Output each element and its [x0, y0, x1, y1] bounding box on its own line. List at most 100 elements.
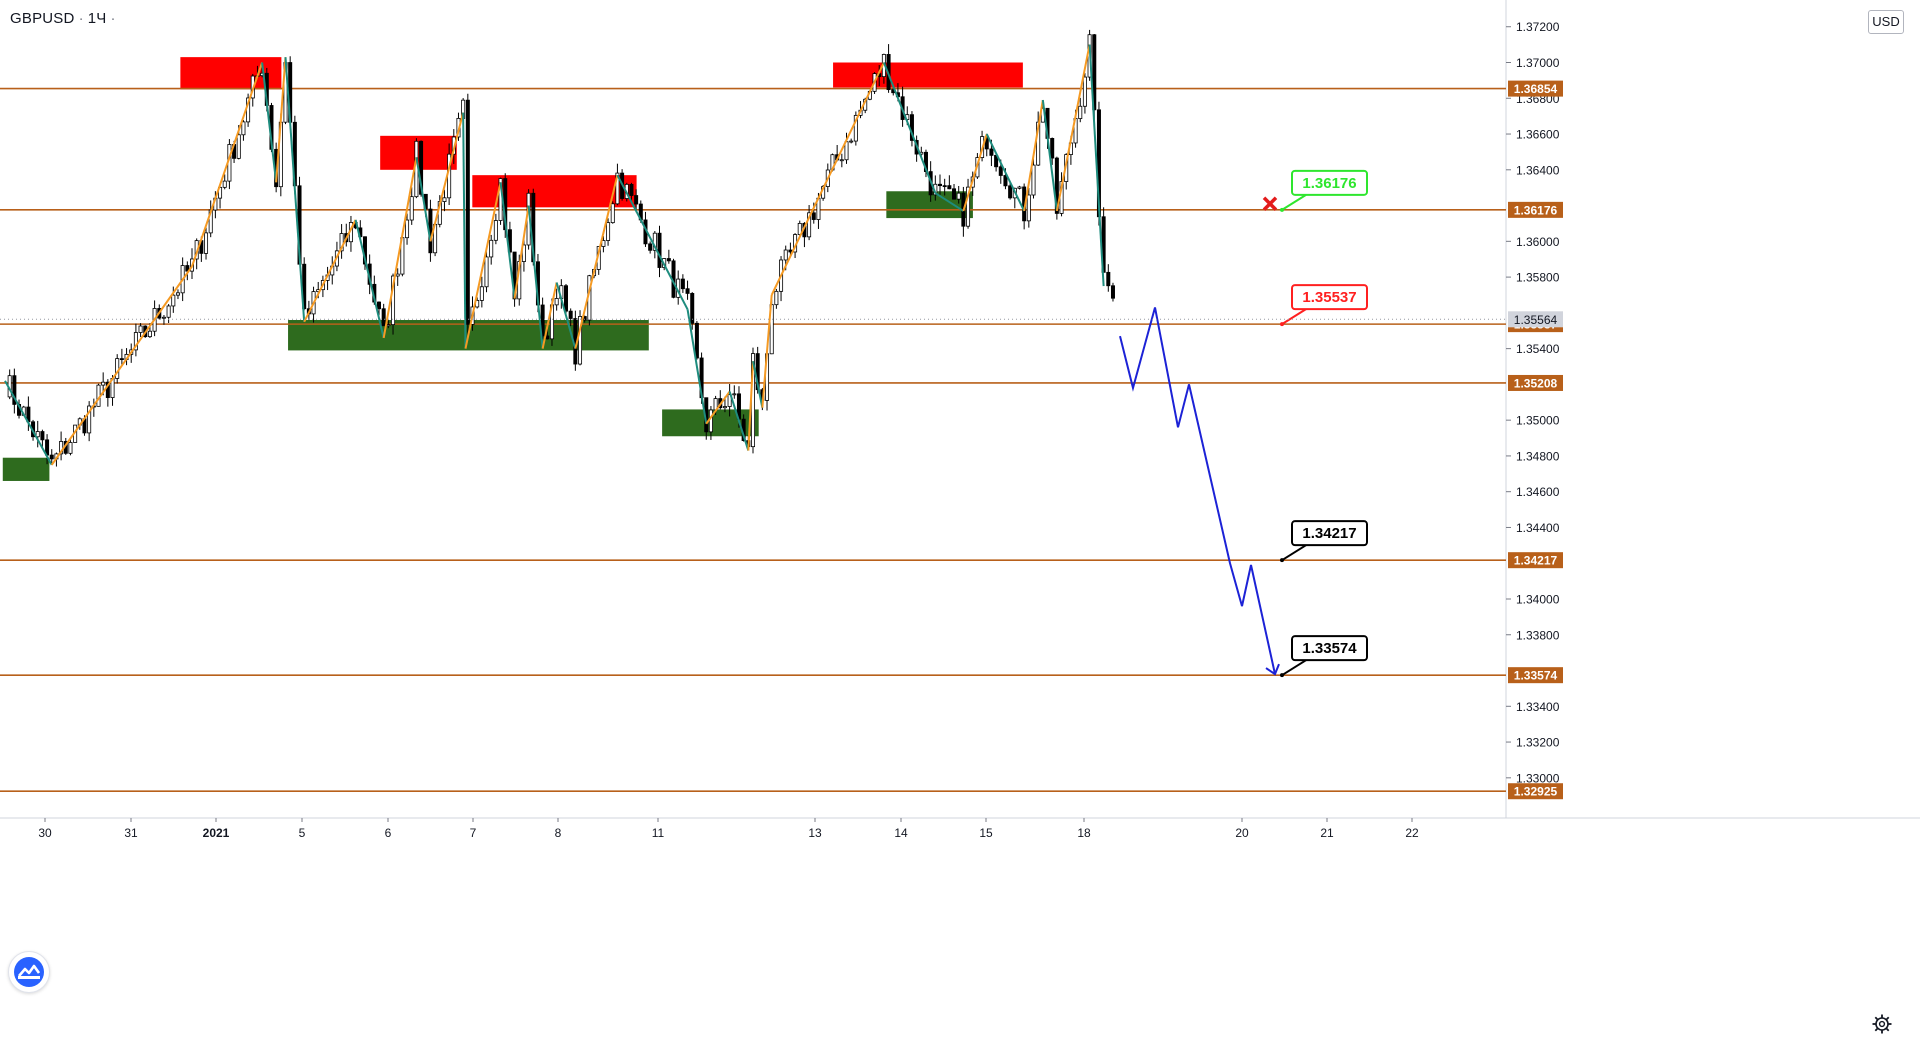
time-tick-label: 20	[1235, 826, 1249, 840]
candle	[386, 324, 391, 327]
zigzag-segment	[747, 361, 754, 451]
zigzag-segment	[50, 265, 193, 466]
candle	[606, 222, 611, 241]
zigzag-segment	[303, 219, 357, 323]
zigzag-segment	[882, 62, 937, 194]
candle	[680, 278, 685, 290]
candle	[783, 249, 788, 261]
zigzag-segment	[462, 112, 467, 349]
time-tick-label: 6	[385, 826, 392, 840]
candle	[241, 121, 246, 136]
zigzag-segment	[555, 282, 577, 349]
zigzag-segment	[354, 219, 385, 339]
header-dot: ·	[78, 10, 84, 27]
price-tick-label: 1.35800	[1516, 271, 1560, 285]
candle	[722, 406, 727, 409]
callout-label: 1.33574	[1302, 640, 1357, 657]
zigzag-segment	[382, 157, 418, 339]
callout-pointer	[1281, 544, 1307, 562]
candle	[956, 192, 961, 200]
projection-path	[1119, 307, 1276, 675]
candle	[666, 258, 671, 262]
price-tick-label: 1.33400	[1516, 700, 1560, 714]
zigzag-segment	[686, 309, 708, 424]
candle	[685, 288, 690, 294]
candle	[512, 251, 517, 300]
symbol-header[interactable]: GBPUSD · 1Ч ·	[10, 10, 120, 27]
candle	[381, 308, 386, 327]
level-badge-label: 1.35208	[1514, 376, 1558, 390]
price-callout: 1.36176	[1280, 169, 1368, 212]
candle	[1050, 138, 1055, 159]
candle	[409, 196, 414, 221]
red-x-icon	[1262, 196, 1278, 212]
last-price-badge	[1508, 311, 1563, 328]
zigzag-segment	[728, 391, 750, 451]
time-tick-label: 8	[555, 826, 562, 840]
candle	[1008, 185, 1013, 199]
candle	[40, 431, 45, 441]
candle	[564, 285, 569, 312]
candle	[68, 442, 73, 454]
price-tick-label: 1.34000	[1516, 592, 1560, 606]
zigzag-segment	[752, 360, 764, 408]
candle	[1078, 105, 1083, 119]
candle	[578, 316, 583, 365]
price-axis: 1.372001.370001.368001.366001.364001.360…	[1506, 20, 1563, 800]
callout-box	[1291, 635, 1368, 662]
candle	[175, 292, 180, 296]
callout-box	[1291, 284, 1368, 311]
time-tick-label: 14	[894, 826, 908, 840]
candle	[1110, 285, 1115, 299]
candle	[615, 172, 620, 205]
candle	[1026, 194, 1031, 222]
zigzag-segment	[1041, 99, 1058, 212]
candle	[839, 159, 844, 162]
candle	[629, 183, 634, 196]
price-tick-label: 1.37200	[1516, 20, 1560, 34]
time-tick-label: 11	[652, 826, 665, 840]
tradingview-logo-icon[interactable]	[8, 951, 50, 993]
candle	[35, 431, 40, 438]
candle	[690, 293, 695, 324]
candle	[807, 212, 812, 238]
candle	[849, 140, 854, 143]
price-tick-label: 1.33000	[1516, 771, 1560, 785]
zigzag-segment	[4, 380, 53, 466]
zigzag-segment	[464, 182, 502, 349]
currency-button[interactable]: USD	[1868, 10, 1904, 34]
candle	[489, 239, 494, 258]
candle	[1054, 157, 1059, 214]
level-badge	[1508, 80, 1563, 97]
callout-anchor	[1280, 322, 1284, 327]
time-tick-label: 5	[299, 826, 306, 840]
zigzag-segment	[415, 157, 432, 242]
candle	[657, 232, 662, 268]
candle	[339, 233, 344, 252]
candle	[147, 330, 152, 338]
zigzag-segment	[616, 174, 689, 310]
callout-label: 1.34217	[1302, 525, 1356, 542]
zigzag-segment	[962, 133, 988, 212]
candle	[1003, 175, 1008, 187]
gear-icon[interactable]	[1870, 1012, 1894, 1036]
time-tick-label: 7	[470, 826, 477, 840]
level-badge	[1508, 374, 1563, 391]
price-callout: 1.34217	[1280, 520, 1368, 563]
zigzag-group	[4, 44, 1105, 466]
projection-arrowhead	[1265, 663, 1280, 676]
candle	[568, 310, 573, 319]
callout-anchor	[1280, 558, 1284, 563]
price-callout: 1.33574	[1280, 635, 1368, 678]
level-badge	[1508, 201, 1563, 218]
candle	[236, 134, 241, 159]
supply-zone	[833, 62, 1023, 88]
time-tick-label: 2021	[203, 826, 230, 840]
candle	[119, 358, 124, 361]
candle	[49, 454, 54, 460]
candle	[479, 286, 484, 301]
candle	[12, 375, 17, 405]
callout-label: 1.36176	[1302, 175, 1356, 192]
